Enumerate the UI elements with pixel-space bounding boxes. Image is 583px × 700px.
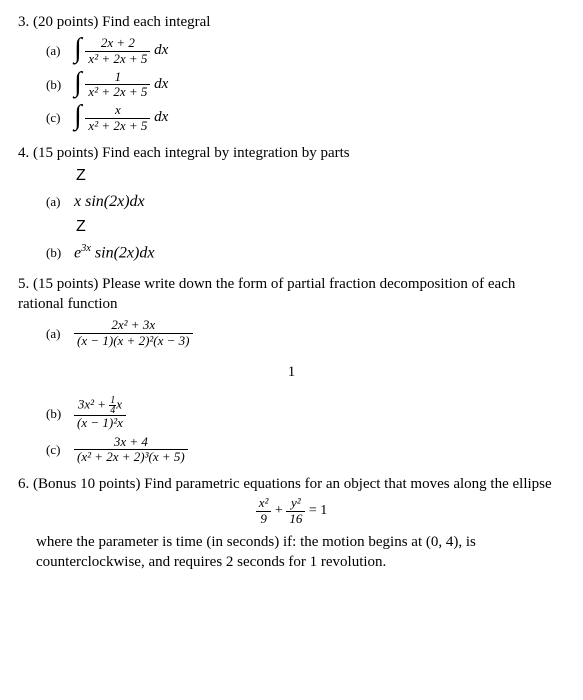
q6-eq: x²9 + y²16 = 1: [18, 496, 565, 526]
q3b-lbl: (b): [46, 76, 68, 94]
q4b-Z: Z: [76, 216, 565, 238]
q4-num: 4.: [18, 145, 29, 161]
q4-heading: 4. (15 points) Find each integral by int…: [18, 143, 565, 163]
q5-heading: 5. (15 points) Please write down the for…: [18, 274, 558, 315]
q5-num: 5.: [18, 276, 29, 292]
q6-txt: Find parametric equations for an object …: [144, 476, 551, 492]
q3a-expr: ∫ 2x + 2x² + 2x + 5 dx: [74, 36, 168, 66]
q3-num: 3.: [18, 14, 29, 30]
q3-heading: 3. (20 points) Find each integral: [18, 12, 565, 32]
q6-heading: 6. (Bonus 10 points) Find parametric equ…: [18, 474, 558, 494]
q4b-expr: e3x sin(2x)dx: [74, 242, 154, 264]
q5c-lbl: (c): [46, 441, 68, 459]
q4b-lbl: (b): [46, 244, 68, 262]
q5b: (b) 3x² + 14x (x − 1)²x: [46, 396, 565, 430]
q5c-expr: 3x + 4(x² + 2x + 2)³(x + 5): [74, 435, 188, 465]
q3-txt: Find each integral: [102, 14, 210, 30]
page-number: 1: [18, 362, 565, 382]
q4a: (a) x sin(2x)dx: [46, 191, 565, 213]
q3c-expr: ∫ xx² + 2x + 5 dx: [74, 103, 168, 133]
q6-pts: (Bonus 10 points): [33, 476, 141, 492]
q6-num: 6.: [18, 476, 29, 492]
q3c: (c) ∫ xx² + 2x + 5 dx: [46, 103, 565, 133]
q3a: (a) ∫ 2x + 2x² + 2x + 5 dx: [46, 36, 565, 66]
q4-txt: Find each integral by integration by par…: [102, 145, 349, 161]
q4-pts: (15 points): [33, 145, 98, 161]
q5c: (c) 3x + 4(x² + 2x + 2)³(x + 5): [46, 435, 565, 465]
q3b: (b) ∫ 1x² + 2x + 5 dx: [46, 70, 565, 100]
q3b-expr: ∫ 1x² + 2x + 5 dx: [74, 70, 168, 100]
q4b: (b) e3x sin(2x)dx: [46, 242, 565, 264]
q4a-Z: Z: [76, 165, 565, 187]
q4a-lbl: (a): [46, 193, 68, 211]
q3-pts: (20 points): [33, 14, 98, 30]
q5-pts: (15 points): [33, 276, 98, 292]
q5b-expr: 3x² + 14x (x − 1)²x: [74, 396, 126, 430]
q5a: (a) 2x² + 3x(x − 1)(x + 2)²(x − 3): [46, 318, 565, 348]
q3c-lbl: (c): [46, 109, 68, 127]
q5a-lbl: (a): [46, 325, 68, 343]
q6-tail: where the parameter is time (in seconds)…: [36, 532, 565, 573]
q5a-expr: 2x² + 3x(x − 1)(x + 2)²(x − 3): [74, 318, 193, 348]
q5b-lbl: (b): [46, 405, 68, 423]
q3a-lbl: (a): [46, 42, 68, 60]
q4a-expr: x sin(2x)dx: [74, 191, 145, 213]
